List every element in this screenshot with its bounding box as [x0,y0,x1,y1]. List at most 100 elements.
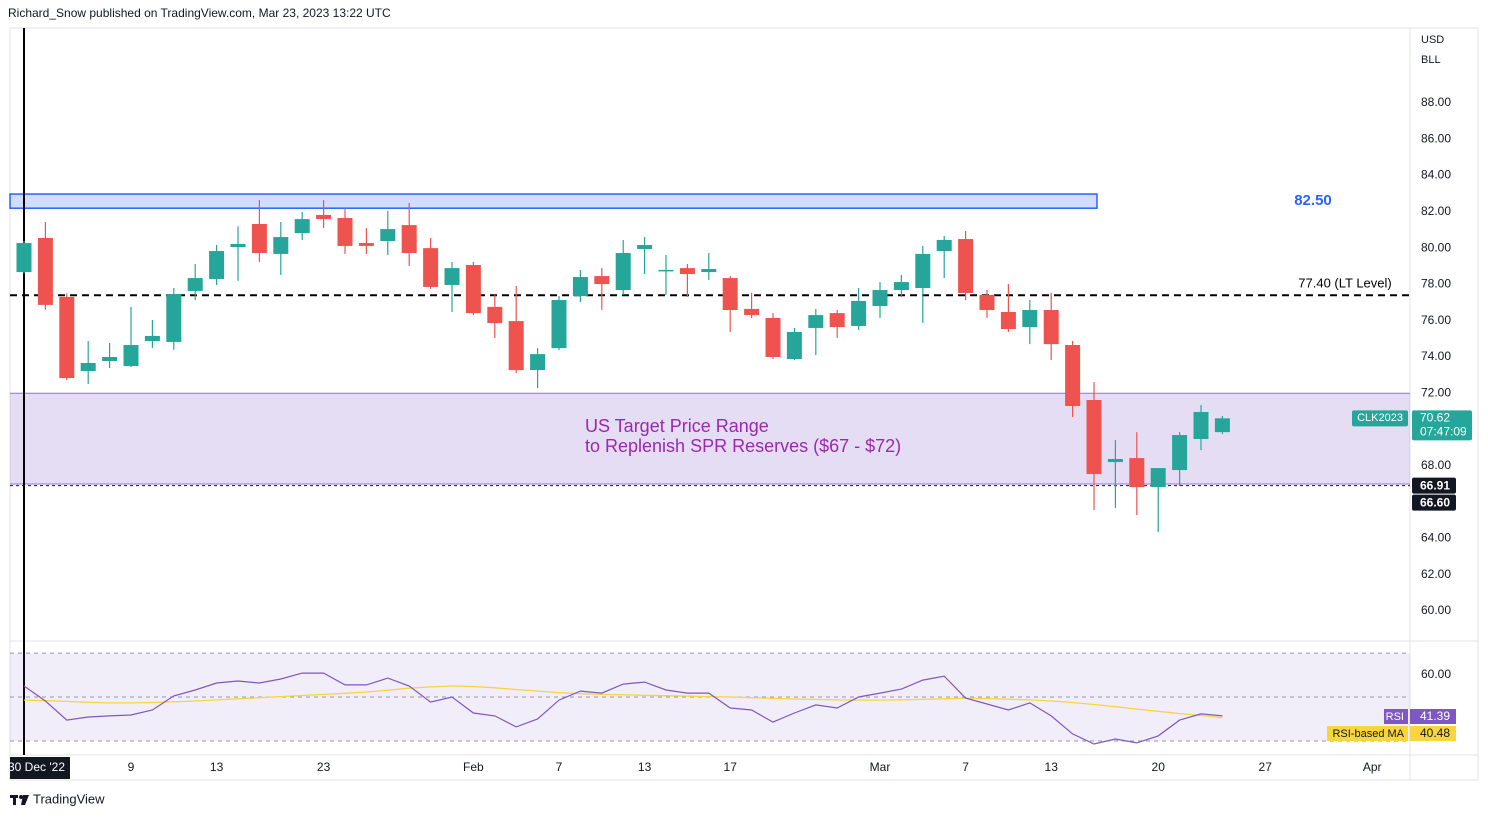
y-tick-label: 80.00 [1421,240,1451,254]
candle-body [851,300,867,326]
y-tick-label: 64.00 [1421,531,1451,545]
candle-body [1000,311,1016,330]
x-tick-label: Feb [463,760,484,774]
byline: Richard_Snow published on TradingView.co… [8,6,391,20]
candle-body [915,253,931,289]
symbol-label: CLK2023 [1357,412,1403,424]
x-tick-label: 9 [128,760,135,774]
brand: TradingView [33,791,105,806]
series-tag-box [1327,726,1408,741]
candle-body [1022,310,1038,328]
x-tick-label: 7 [556,760,563,774]
y-tick-label: 76.00 [1421,313,1451,327]
unit: BLL [1421,54,1441,66]
candle-body [508,321,524,371]
y-tick-label: 62.00 [1421,567,1451,581]
resistance-box [9,193,1098,209]
candle-body [401,225,417,254]
x-tick-label: 13 [638,760,652,774]
last-price-box [1412,410,1472,441]
series-value: 41.39 [1420,709,1450,723]
candle-body [80,362,96,371]
candle-body [1086,400,1102,475]
candle-body [679,268,695,275]
candle-body [123,345,139,367]
candle-body [59,296,75,379]
x-tick-label: Mar [870,760,891,774]
candle-body [187,278,203,291]
x-tick-label: 27 [1259,760,1273,774]
y-tick-label: 86.00 [1421,131,1451,145]
candle-body [808,315,824,328]
candle-body [893,282,909,291]
candle-body [487,306,503,324]
y-tick-label: 68.00 [1421,458,1451,472]
candle-body [1065,345,1081,406]
countdown: 07:47:09 [1420,425,1467,439]
price-label-box [1412,477,1456,494]
candle-body [358,243,374,246]
series-value: 40.48 [1420,726,1450,740]
candle-body [337,217,353,246]
y-tick-label: 72.00 [1421,385,1451,399]
candle-body [658,269,674,272]
logo-part [21,795,29,805]
price-label: 66.60 [1420,495,1450,509]
candle-body [936,239,952,252]
candle-body [530,354,546,371]
candle-body [1129,458,1145,488]
logo-part [13,795,16,805]
candle-body [829,313,845,328]
zone-label: to Replenish SPR Reserves ($67 - $72) [585,436,901,456]
candle-body [615,253,631,291]
rsi-line [23,685,1223,719]
crosshair-time-box [10,757,70,779]
candle-body [144,335,160,342]
candle-body [594,276,610,285]
series-tag-box [1384,709,1408,724]
y-tick-label: 78.00 [1421,277,1451,291]
last-price: 70.62 [1420,411,1450,425]
logo-part [19,795,23,799]
candle-body [786,331,802,359]
candle-body [872,290,888,307]
box-label: 82.50 [1294,192,1332,209]
candle-body [1172,435,1188,471]
y-tick-label: 60.00 [1421,603,1451,617]
y-tick-label: 84.00 [1421,168,1451,182]
candle-body [1043,310,1059,345]
candle-body [722,278,738,311]
candle-body [209,251,225,279]
x-tick-label: Apr [1363,760,1382,774]
series-value-box [1410,709,1456,724]
candle-body [465,264,481,314]
candle-body [1150,468,1166,488]
x-tick-label: 7 [962,760,969,774]
x-tick-label: 13 [210,760,224,774]
series-name: RSI-based MA [1332,728,1404,740]
x-tick-label: 17 [724,760,738,774]
rsi-tick-label: 60.00 [1421,667,1451,681]
x-tick-label: 23 [317,760,331,774]
candle-body [444,268,460,285]
series-name: RSI [1386,711,1404,723]
price-label-box [1412,494,1456,511]
candle-body [572,276,588,297]
candle-body [16,243,32,273]
x-tick-label: 20 [1152,760,1166,774]
y-tick-label: 82.00 [1421,204,1451,218]
x-tick-label: 30 Dec '22 [8,760,65,774]
candle-body [423,248,439,287]
rsi-line [23,672,1223,745]
candle-body [1107,458,1123,463]
candle-body [979,294,995,311]
candle-body [316,214,332,220]
series-value-box [1410,726,1456,741]
tradingview-logo [10,795,29,805]
candle-body [958,239,974,293]
candle-body [230,243,246,248]
y-tick-label: 74.00 [1421,349,1451,363]
